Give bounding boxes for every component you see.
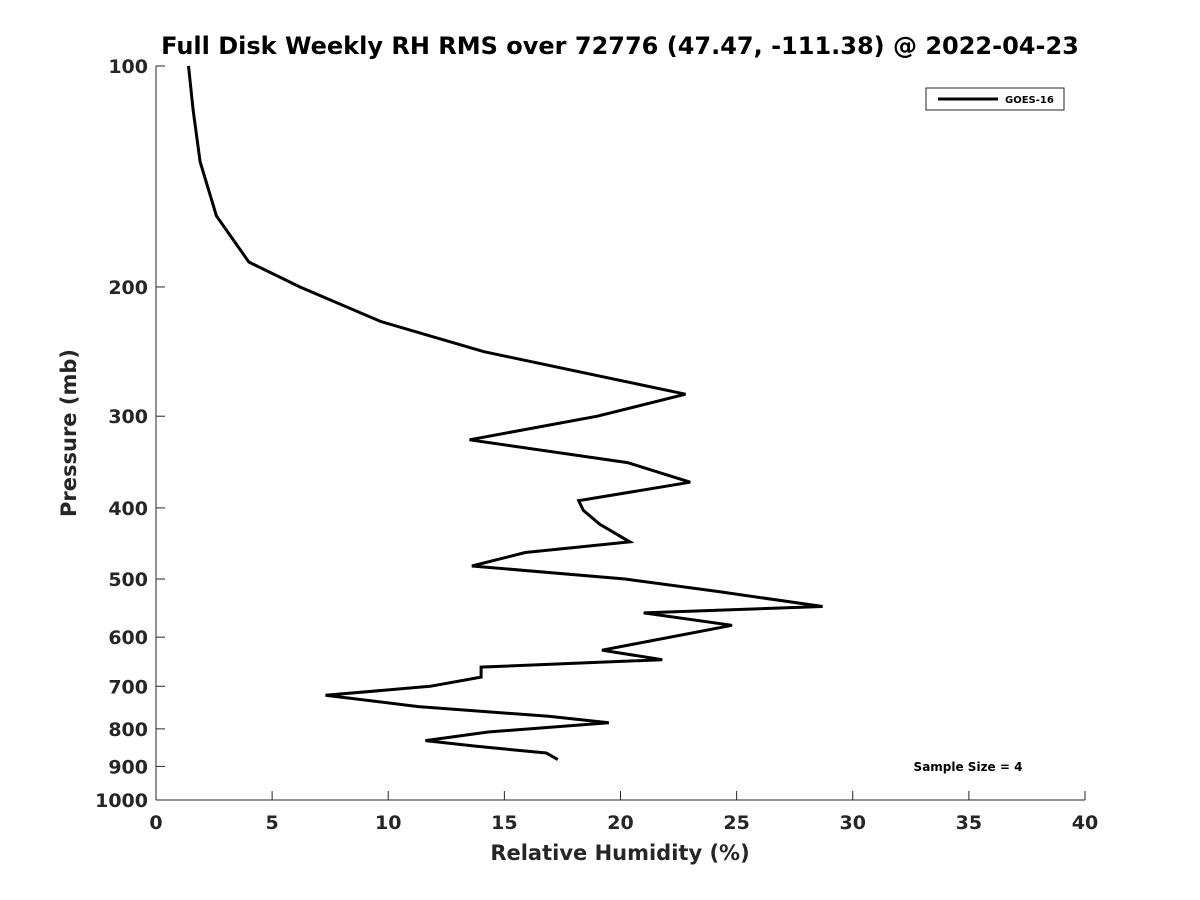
- x-ticks: 0 5 10 15 20 25 30 35 40: [149, 791, 1098, 834]
- y-tick-label-6: 700: [108, 676, 148, 698]
- y-tick-label-2: 300: [108, 406, 148, 428]
- legend: GOES-16: [925, 87, 1065, 111]
- x-tick-label-1: 5: [266, 812, 279, 834]
- x-tick-label-4: 20: [607, 812, 633, 834]
- x-tick-label-3: 15: [491, 812, 517, 834]
- series-line-goes-16: [187, 65, 823, 761]
- y-tick-label-1: 200: [108, 277, 148, 299]
- x-tick-label-8: 40: [1072, 812, 1098, 834]
- y-tick-label-8: 900: [108, 756, 148, 778]
- chart-title: Full Disk Weekly RH RMS over 72776 (47.4…: [161, 32, 1079, 60]
- legend-label-goes-16: GOES-16: [1005, 95, 1054, 106]
- y-ticks: 100 200 300 400 500 600 700 800 900 1000: [95, 56, 165, 812]
- x-tick-label-5: 25: [723, 812, 749, 834]
- x-tick-label-6: 30: [840, 812, 866, 834]
- y-tick-label-0: 100: [108, 56, 148, 78]
- series-layer: [187, 65, 823, 761]
- sample-size-annotation: Sample Size = 4: [914, 760, 1023, 774]
- x-tick-label-7: 35: [956, 812, 982, 834]
- y-tick-label-3: 400: [108, 498, 148, 520]
- y-axis-label: Pressure (mb): [57, 349, 81, 517]
- y-tick-label-9: 1000: [95, 790, 148, 812]
- y-tick-label-4: 500: [108, 569, 148, 591]
- x-tick-label-0: 0: [149, 812, 162, 834]
- axes: [155, 66, 1085, 801]
- y-tick-label-5: 600: [108, 627, 148, 649]
- x-tick-label-2: 10: [375, 812, 401, 834]
- x-axis-label: Relative Humidity (%): [490, 841, 749, 865]
- y-tick-label-7: 800: [108, 719, 148, 741]
